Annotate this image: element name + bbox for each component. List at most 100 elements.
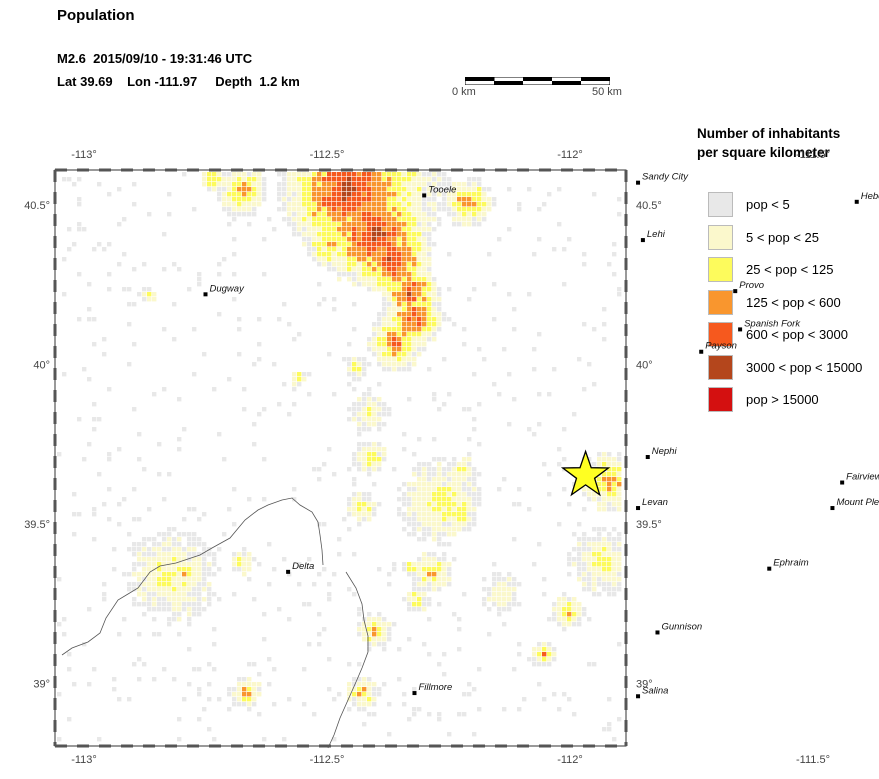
population-cell	[177, 587, 182, 592]
population-cell	[377, 207, 382, 212]
population-cell	[167, 567, 172, 572]
population-cell	[452, 222, 457, 227]
population-cell	[187, 572, 192, 577]
population-cell	[397, 322, 402, 327]
population-cell	[297, 382, 302, 387]
population-cell	[422, 517, 427, 522]
population-cell	[167, 617, 172, 622]
population-cell	[232, 207, 237, 212]
population-cell	[372, 227, 377, 232]
population-cell	[567, 622, 572, 627]
population-cell	[307, 207, 312, 212]
population-cell	[372, 682, 377, 687]
population-cell	[367, 277, 372, 282]
population-cell	[392, 362, 397, 367]
population-cell	[407, 717, 412, 722]
population-cell	[522, 697, 527, 702]
population-cell	[92, 427, 97, 432]
population-cell	[407, 197, 412, 202]
population-cell	[417, 267, 422, 272]
population-cell	[292, 172, 297, 177]
population-cell	[107, 452, 112, 457]
population-cell	[422, 307, 427, 312]
population-cell	[362, 367, 367, 372]
population-cell	[387, 192, 392, 197]
population-cell	[387, 292, 392, 297]
population-cell	[572, 607, 577, 612]
population-cell	[407, 207, 412, 212]
population-cell	[357, 217, 362, 222]
population-cell	[272, 227, 277, 232]
population-cell	[362, 637, 367, 642]
population-cell	[377, 382, 382, 387]
population-cell	[592, 592, 597, 597]
population-cell	[397, 242, 402, 247]
population-cell	[382, 307, 387, 312]
population-cell	[92, 417, 97, 422]
population-cell	[432, 277, 437, 282]
population-cell	[192, 542, 197, 547]
population-cell	[477, 497, 482, 502]
population-cell	[382, 232, 387, 237]
population-cell	[387, 632, 392, 637]
population-cell	[587, 562, 592, 567]
population-cell	[387, 237, 392, 242]
city-label: Levan	[642, 497, 668, 508]
population-cell	[487, 202, 492, 207]
population-cell	[467, 527, 472, 532]
population-cell	[537, 422, 542, 427]
population-cell	[332, 237, 337, 242]
population-cell	[382, 297, 387, 302]
population-cell	[372, 697, 377, 702]
population-cell	[422, 522, 427, 527]
population-cell	[482, 207, 487, 212]
city-marker	[203, 292, 208, 297]
population-cell	[412, 482, 417, 487]
population-cell	[162, 562, 167, 567]
population-cell	[407, 357, 412, 362]
population-cell	[582, 582, 587, 587]
population-cell	[397, 217, 402, 222]
population-cell	[567, 607, 572, 612]
population-cell	[172, 552, 177, 557]
population-cell	[287, 177, 292, 182]
population-cell	[257, 202, 262, 207]
population-cell	[362, 172, 367, 177]
population-cell	[562, 457, 567, 462]
population-cell	[397, 342, 402, 347]
population-cell	[337, 537, 342, 542]
population-cell	[162, 327, 167, 332]
population-cell	[367, 207, 372, 212]
population-cell	[352, 237, 357, 242]
population-cell	[567, 562, 572, 567]
population-cell	[317, 227, 322, 232]
population-cell	[367, 202, 372, 207]
population-cell	[582, 262, 587, 267]
population-cell	[392, 312, 397, 317]
population-cell	[232, 592, 237, 597]
population-cell	[242, 682, 247, 687]
population-cell	[142, 567, 147, 572]
population-cell	[597, 542, 602, 547]
population-cell	[362, 267, 367, 272]
population-cell	[417, 527, 422, 532]
population-cell	[372, 417, 377, 422]
population-cell	[617, 567, 622, 572]
population-cell	[362, 262, 367, 267]
population-cell	[587, 362, 592, 367]
population-cell	[377, 172, 382, 177]
population-cell	[437, 497, 442, 502]
population-cell	[347, 372, 352, 377]
population-cell	[392, 272, 397, 277]
boundary-lines	[61, 497, 369, 749]
population-cell	[342, 247, 347, 252]
population-cell	[202, 542, 207, 547]
population-cell	[357, 627, 362, 632]
population-cell	[352, 697, 357, 702]
population-cell	[412, 572, 417, 577]
population-cell	[447, 532, 452, 537]
population-cell	[387, 187, 392, 192]
population-cell	[317, 202, 322, 207]
population-cell	[547, 647, 552, 652]
population-cell	[437, 542, 442, 547]
